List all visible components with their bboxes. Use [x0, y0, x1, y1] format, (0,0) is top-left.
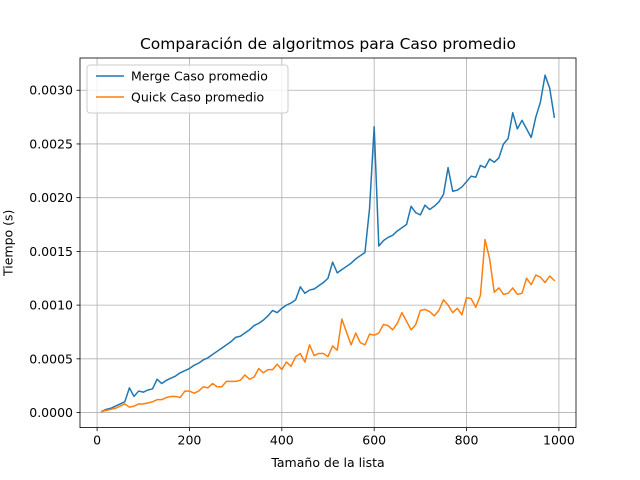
y-tick-label: 0.0025 [29, 136, 73, 151]
x-tick-label: 200 [178, 433, 202, 448]
y-tick-label: 0.0020 [29, 190, 73, 205]
series-line-quick [100, 238, 556, 413]
plot-frame [79, 57, 577, 429]
y-axis-label: Tiempo (s) [1, 210, 16, 277]
chart-title: Comparación de algoritmos para Caso prom… [140, 35, 516, 53]
x-tick-label: 400 [270, 433, 294, 448]
x-axis-label: Tamaño de la lista [270, 455, 384, 470]
y-axis: 0.0000 0.0005 0.0010 0.0015 0.0020 0.0025 0.00… [29, 83, 80, 420]
y-tick-label: 0.0000 [29, 405, 73, 420]
x-tick-label: 600 [362, 433, 386, 448]
y-tick-label: 0.0030 [29, 83, 73, 98]
series-group [100, 74, 556, 413]
x-tick-label: 0 [93, 433, 101, 448]
legend-box [86, 64, 289, 114]
x-tick-label: 800 [455, 433, 479, 448]
legend: Merge Caso promedio Quick Caso promedio [86, 64, 289, 114]
legend-label-merge: Merge Caso promedio [131, 69, 268, 84]
y-tick-label: 0.0005 [29, 351, 73, 366]
x-axis: 0 200 400 600 800 1000 [93, 427, 575, 448]
series-line-merge [100, 74, 556, 413]
x-tick-label: 1000 [543, 433, 575, 448]
y-tick-label: 0.0010 [29, 298, 73, 313]
grid [80, 58, 576, 428]
y-tick-label: 0.0015 [29, 244, 73, 259]
legend-label-quick: Quick Caso promedio [131, 90, 264, 105]
